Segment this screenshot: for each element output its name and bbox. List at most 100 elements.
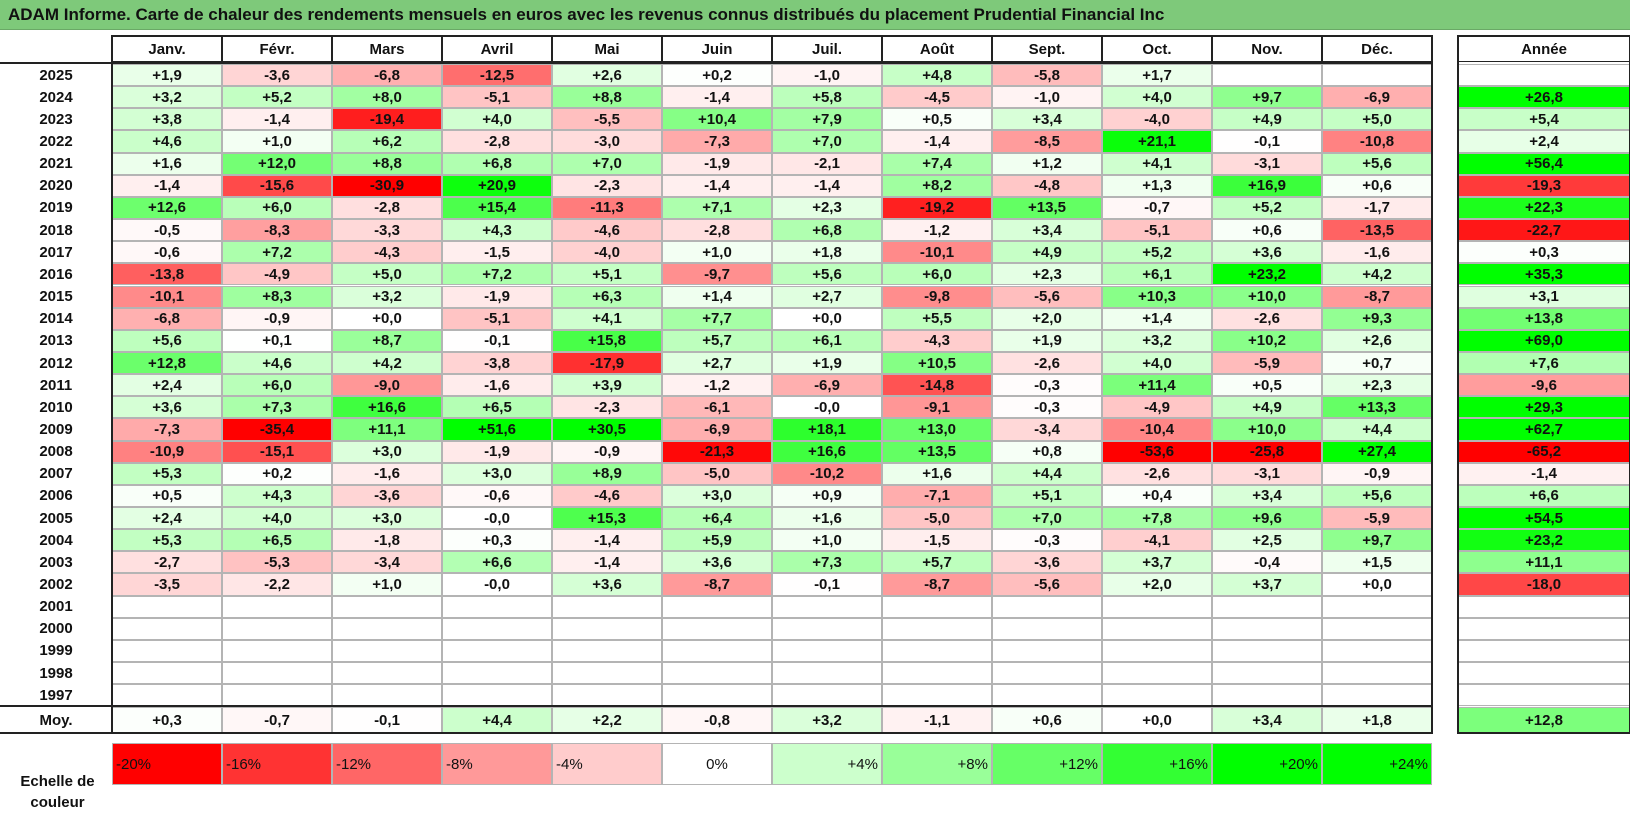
month-value-cell: +6,5 [442, 396, 552, 419]
month-header: Févr. [222, 36, 332, 62]
month-value-cell: +0,5 [112, 484, 222, 507]
month-value-cell: +5,1 [552, 263, 662, 286]
month-value-cell: -1,4 [662, 174, 772, 197]
month-value-cell: +8,0 [332, 86, 442, 109]
month-value-cell: +4,0 [222, 507, 332, 530]
month-value-cell: +3,6 [552, 573, 662, 596]
annual-value-cell: +56,4 [1458, 152, 1630, 175]
month-value-cell: +4,0 [442, 108, 552, 131]
month-value-cell: +8,2 [882, 174, 992, 197]
month-value-cell: +10,2 [1212, 329, 1322, 352]
month-value-cell: +3,4 [992, 219, 1102, 242]
month-value-cell: +5,3 [112, 462, 222, 485]
month-value-cell: -5,9 [1212, 351, 1322, 375]
month-value-cell: -6,9 [662, 418, 772, 441]
month-value-cell: -8,7 [662, 573, 772, 596]
month-value-cell: -1,5 [442, 241, 552, 264]
month-value-cell: +13,0 [882, 418, 992, 441]
month-value-cell: +4,3 [222, 484, 332, 507]
month-value-cell: -10,8 [1322, 130, 1432, 153]
month-value-cell [662, 662, 772, 685]
month-value-cell: +6,0 [882, 263, 992, 286]
month-value-cell: -1,5 [882, 529, 992, 552]
month-header: Juil. [772, 36, 882, 62]
month-value-cell [222, 639, 332, 663]
month-value-cell [772, 595, 882, 618]
month-value-cell: +7,0 [772, 130, 882, 153]
color-scale-swatch: +8% [882, 743, 992, 785]
year-label: 2007 [39, 465, 73, 483]
average-value-cell: +4,4 [442, 707, 552, 733]
month-value-cell: -11,3 [552, 196, 662, 220]
month-header: Oct. [1102, 36, 1212, 62]
month-value-cell: +5,5 [882, 307, 992, 330]
month-value-cell: +8,9 [552, 462, 662, 485]
month-value-cell: -10,9 [112, 440, 222, 463]
month-value-cell: -4,6 [552, 219, 662, 242]
month-value-cell: -10,1 [882, 241, 992, 264]
month-value-cell: +0,8 [992, 440, 1102, 463]
month-value-cell: -5,6 [992, 285, 1102, 308]
month-value-cell: +15,8 [552, 329, 662, 352]
month-value-cell: -5,1 [442, 86, 552, 109]
month-value-cell [662, 684, 772, 707]
month-value-cell: -0,0 [442, 573, 552, 596]
month-value-cell: +3,6 [662, 551, 772, 574]
month-value-cell: +10,4 [662, 108, 772, 131]
year-label: 2017 [39, 243, 73, 261]
month-value-cell: -4,0 [1102, 108, 1212, 131]
month-value-cell: +2,7 [772, 285, 882, 308]
year-label: 2000 [39, 620, 73, 638]
month-value-cell: -5,0 [662, 462, 772, 485]
month-value-cell: +1,2 [992, 152, 1102, 175]
month-value-cell: +0,4 [1102, 484, 1212, 507]
month-value-cell: -4,9 [222, 263, 332, 286]
average-value-cell: +3,4 [1212, 707, 1322, 733]
month-value-cell: +2,4 [112, 374, 222, 397]
month-value-cell [112, 595, 222, 618]
month-value-cell: +10,3 [1102, 285, 1212, 308]
month-value-cell [1212, 662, 1322, 685]
month-value-cell [1322, 662, 1432, 685]
month-value-cell [442, 617, 552, 640]
month-value-cell: +7,0 [992, 507, 1102, 530]
month-value-cell [1102, 662, 1212, 685]
month-value-cell [1322, 64, 1432, 87]
color-scale-swatch: +12% [992, 743, 1102, 785]
month-value-cell: +12,8 [112, 351, 222, 375]
month-value-cell: +4,1 [552, 307, 662, 330]
color-scale-title: Echelle de couleur [20, 773, 95, 811]
month-value-cell [112, 662, 222, 685]
month-value-cell: -2,3 [552, 396, 662, 419]
month-value-cell: +7,9 [772, 108, 882, 131]
month-value-cell: -9,1 [882, 396, 992, 419]
month-value-cell: -53,6 [1102, 440, 1212, 463]
month-header: Déc. [1322, 36, 1432, 62]
month-value-cell: -4,5 [882, 86, 992, 109]
month-value-cell: +2,6 [1322, 329, 1432, 352]
month-value-cell: +4,2 [332, 351, 442, 375]
month-value-cell: -2,8 [442, 130, 552, 153]
month-value-cell [992, 595, 1102, 618]
month-value-cell: +1,0 [662, 241, 772, 264]
annual-value-cell: +35,3 [1458, 263, 1630, 286]
month-value-cell: +5,0 [1322, 108, 1432, 131]
year-label: 2009 [39, 420, 73, 438]
year-label: 2010 [39, 398, 73, 416]
annual-value-cell: +26,8 [1458, 86, 1630, 109]
month-value-cell: -17,9 [552, 351, 662, 375]
month-value-cell: -1,4 [662, 86, 772, 109]
year-label: 2021 [39, 155, 73, 173]
month-value-cell: -2,2 [222, 573, 332, 596]
month-value-cell: -1,4 [112, 174, 222, 197]
annual-value-cell: +23,2 [1458, 529, 1630, 552]
month-value-cell [442, 684, 552, 707]
year-label: 2011 [39, 376, 73, 394]
month-value-cell: -4,9 [1102, 396, 1212, 419]
month-value-cell: -12,5 [442, 64, 552, 87]
year-label: 2006 [39, 487, 73, 505]
month-value-cell [222, 684, 332, 707]
month-value-cell: -1,2 [882, 219, 992, 242]
month-value-cell: -15,1 [222, 440, 332, 463]
month-value-cell: -3,6 [332, 484, 442, 507]
